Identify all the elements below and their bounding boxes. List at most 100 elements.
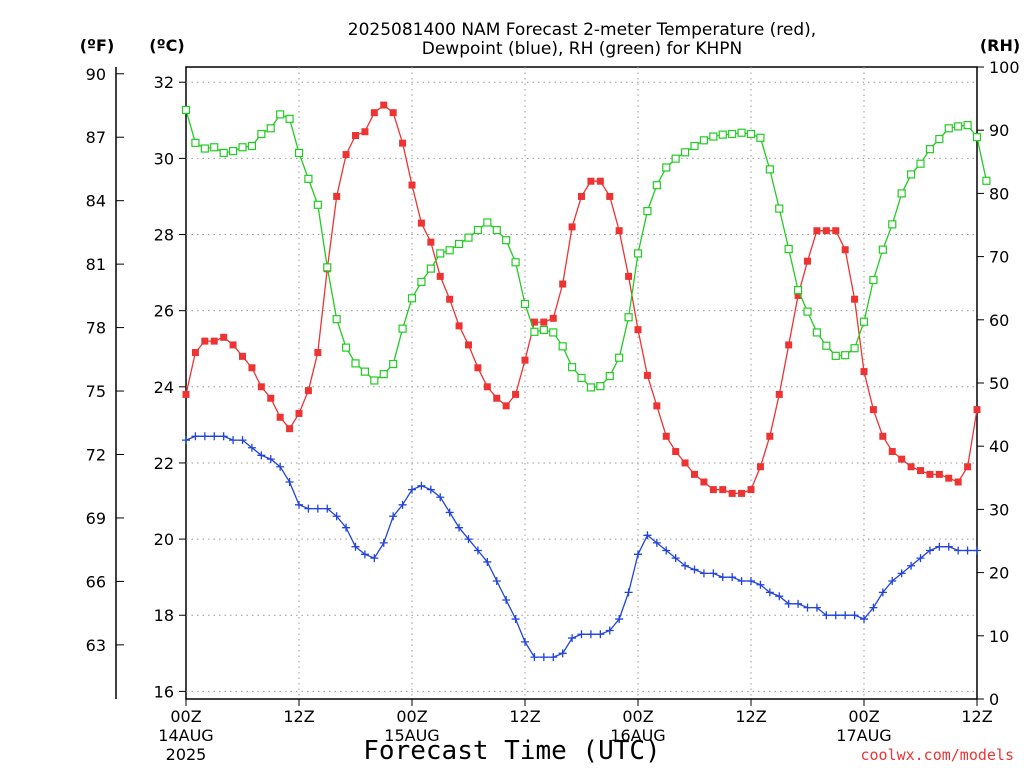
temperature-point	[888, 448, 896, 456]
dewpoint-point	[473, 546, 482, 555]
rh-point	[906, 170, 916, 179]
temperature-point	[945, 474, 953, 482]
rh-point	[662, 163, 671, 172]
fahrenheit-tick-label: 75	[86, 382, 106, 401]
fahrenheit-tick-label: 63	[86, 636, 106, 655]
dewpoint-point	[605, 626, 614, 635]
temperature-point	[728, 489, 736, 497]
dewpoint-point	[765, 588, 774, 597]
dewpoint-point	[897, 569, 906, 578]
rh-tick-label: 100	[989, 58, 1020, 77]
temperature-point	[474, 364, 482, 372]
rh-point	[850, 344, 859, 353]
temperature-point	[333, 192, 341, 200]
dewpoint-point	[483, 557, 492, 566]
dewpoint-point	[728, 573, 737, 582]
dewpoint-point	[803, 603, 812, 612]
rh-point	[407, 294, 417, 303]
temperature-point	[964, 463, 972, 471]
dewpoint-point	[822, 611, 831, 620]
rh-point	[389, 359, 398, 369]
rh-point	[963, 121, 972, 130]
rh-tick-label: 30	[989, 500, 1009, 519]
rh-point	[793, 285, 803, 295]
dewpoint-point	[398, 500, 407, 509]
rh-point	[954, 122, 963, 131]
dewpoint-point	[577, 630, 586, 639]
temperature-point	[822, 227, 830, 235]
dewpoint-point	[502, 596, 511, 605]
temperature-point	[907, 463, 915, 471]
rh-point	[341, 343, 351, 352]
temperature-point	[738, 489, 746, 497]
rh-tick-label: 90	[989, 121, 1009, 140]
rh-point	[313, 200, 322, 209]
temperature-point	[512, 390, 520, 398]
temperature-point	[606, 192, 614, 200]
dewpoint-point	[492, 576, 501, 585]
rh-point	[473, 225, 483, 235]
fahrenheit-tick-label: 66	[86, 572, 106, 591]
fahrenheit-tick-label: 69	[86, 509, 106, 528]
rh-point	[831, 351, 840, 360]
dewpoint-point	[737, 576, 746, 585]
dewpoint-point	[878, 588, 887, 597]
temperature-point	[860, 368, 868, 376]
dewpoint-point	[831, 611, 840, 620]
temperature-point	[917, 467, 924, 475]
temperature-point	[352, 132, 359, 140]
temperature-point	[756, 463, 764, 471]
rh-point	[370, 376, 379, 385]
temperature-point	[898, 455, 906, 463]
dewpoint-point	[699, 569, 708, 578]
x-axis-label: Forecast Time (UTC)	[363, 736, 660, 766]
temperature-point	[879, 432, 887, 440]
rh-tick-label: 70	[989, 248, 1009, 267]
dewpoint-point	[925, 546, 934, 555]
dewpoint-point	[370, 554, 379, 563]
celsius-tick-label: 32	[154, 73, 174, 92]
dewpoint-point	[351, 542, 360, 551]
temperature-point	[653, 402, 661, 410]
rh-point	[530, 327, 539, 336]
dewpoint-point	[690, 565, 699, 574]
rh-point	[699, 136, 709, 145]
fahrenheit-tick-label: 90	[86, 65, 106, 84]
dewpoint-point	[445, 508, 454, 517]
fahrenheit-ticks: 63 66 69 72 75 78 81 84 87 90	[86, 65, 124, 655]
temperature-point	[408, 181, 416, 189]
dewpoint-point	[408, 485, 416, 494]
temperature-point	[804, 257, 811, 265]
temperature-point	[794, 291, 802, 299]
temperature-point	[954, 478, 962, 486]
rh-point	[398, 324, 407, 333]
temperature-point	[625, 272, 633, 280]
dewpoint-point	[747, 576, 755, 585]
rh-point	[784, 244, 793, 254]
temperature-point	[851, 295, 859, 303]
rh-point	[841, 351, 850, 360]
rh-point	[332, 315, 341, 324]
rh-point	[605, 371, 614, 381]
rh-point	[972, 133, 982, 142]
dewpoint-point	[568, 634, 577, 643]
dewpoint-point	[360, 550, 369, 559]
rh-point	[200, 144, 209, 153]
celsius-tick-label: 16	[154, 682, 174, 701]
dewpoint-point	[586, 630, 595, 639]
temperature-point	[832, 227, 840, 235]
rh-point	[624, 313, 633, 322]
rh-point	[869, 275, 878, 285]
rh-unit-label: (RH)	[980, 36, 1020, 55]
rh-point	[888, 220, 897, 229]
x-tick-date-label: 14AUG	[158, 726, 213, 745]
temperature-point	[436, 272, 444, 280]
dewpoint-point	[784, 599, 793, 608]
rh-point	[859, 317, 869, 326]
dewpoint-point	[210, 432, 219, 441]
temperature-point	[813, 227, 821, 235]
temperature-point	[634, 326, 642, 334]
dewpoint-point	[954, 546, 963, 555]
dewpoint-point	[200, 432, 209, 441]
